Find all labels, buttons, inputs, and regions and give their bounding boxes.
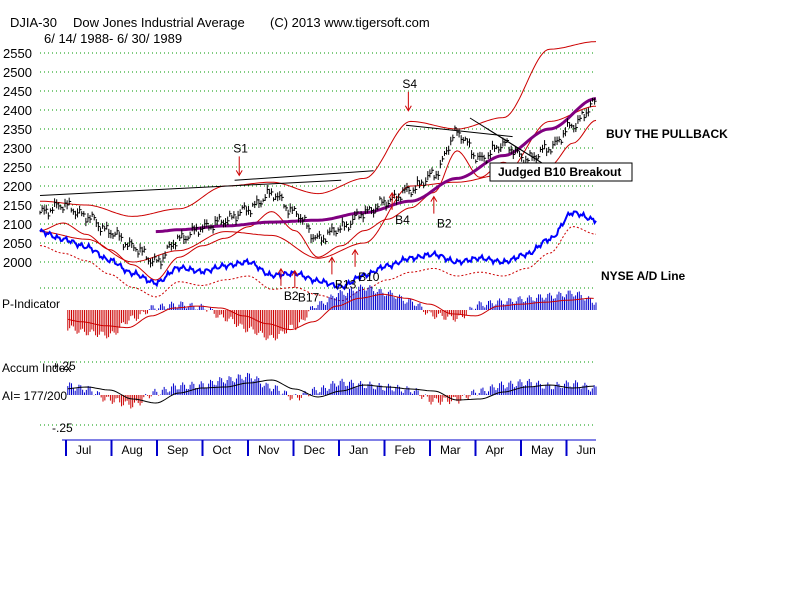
signal-s1: S1 — [233, 141, 248, 177]
price-gridlines — [40, 52, 596, 426]
chart-date-range: 6/ 14/ 1988- 6/ 30/ 1989 — [44, 31, 182, 46]
month-label: Aug — [122, 443, 143, 457]
price-y-tick: 2400 — [3, 103, 32, 118]
month-label: Dec — [304, 443, 325, 457]
price-y-tick: 2100 — [3, 217, 32, 232]
ad-line-moving-average — [39, 226, 597, 302]
accum-top-tick: +.25 — [52, 359, 76, 373]
resistance-trendline — [39, 179, 342, 196]
month-label: May — [531, 443, 554, 457]
signal-s4: S4 — [402, 77, 417, 112]
neckline-trendline — [234, 170, 374, 181]
lower-band — [39, 105, 597, 263]
price-y-tick: 2500 — [3, 65, 32, 80]
chart-symbol: DJIA-30 — [10, 15, 57, 30]
price-y-ticks: 2550 2500 2450 2400 2350 2300 2250 2200 2150 2100… — [3, 46, 32, 270]
price-y-tick: 2250 — [3, 160, 32, 175]
signal-label: B2 — [284, 289, 299, 303]
signal-arrowhead — [351, 248, 359, 256]
price-y-tick: 2000 — [3, 255, 32, 270]
signal-b13: B13 — [328, 256, 357, 291]
signal-label: B4 — [395, 213, 410, 227]
month-label: Jul — [76, 443, 91, 457]
chart-name: Dow Jones Industrial Average — [73, 15, 245, 30]
month-label: Apr — [486, 443, 505, 457]
price-y-tick: 2450 — [3, 84, 32, 99]
ad-line-path — [39, 210, 597, 291]
month-axis: Jul Aug Sep Oct Nov Dec Jan Feb Mar Apr May Jun — [62, 439, 596, 457]
signal-label: S4 — [402, 77, 417, 91]
trendlines — [39, 124, 513, 196]
signal-b10: B10 — [351, 248, 380, 284]
price-bars — [39, 97, 597, 270]
price-y-tick: 2200 — [3, 179, 32, 194]
signal-arrowhead — [430, 195, 438, 202]
price-y-tick: 2350 — [3, 122, 32, 137]
upper-band — [40, 41, 597, 217]
month-label: Jan — [349, 443, 368, 457]
month-label: Oct — [213, 443, 232, 457]
signal-label: B10 — [358, 270, 380, 284]
signal-b2: B2 — [277, 267, 299, 303]
signal-arrowhead — [328, 256, 336, 263]
p-indicator-moving-average — [67, 293, 594, 331]
short-moving-average — [39, 119, 597, 281]
signal-label: B17 — [298, 291, 320, 305]
judged-breakout-label: Judged B10 Breakout — [498, 165, 621, 179]
p-indicator-label: P-Indicator — [2, 297, 60, 311]
accum-label: Accum Index — [2, 361, 71, 375]
signal-arrowhead — [404, 105, 412, 112]
signal-label: B2 — [437, 217, 452, 231]
accum-bars — [67, 372, 597, 409]
month-label: Feb — [395, 443, 416, 457]
price-y-tick: 2050 — [3, 236, 32, 251]
signal-b4: B4 — [388, 191, 410, 227]
price-y-tick: 2150 — [3, 198, 32, 213]
ad-line — [39, 210, 597, 302]
top-trendline — [405, 124, 513, 138]
chart-copyright: (C) 2013 www.tigersoft.com — [270, 15, 430, 30]
ad-line-label: NYSE A/D Line — [601, 269, 686, 283]
signal-arrowhead — [388, 191, 396, 199]
signal-label: B13 — [335, 277, 357, 291]
buy-pullback-label: BUY THE PULLBACK — [606, 127, 728, 141]
signal-arrowhead — [291, 269, 299, 276]
signal-b2: B2 — [430, 195, 452, 231]
month-label: Nov — [258, 443, 279, 457]
signal-b17: B17 — [291, 269, 320, 305]
signal-arrowhead — [277, 267, 285, 275]
accum-summary: AI= 177/200 — [2, 389, 67, 403]
month-label: Sep — [167, 443, 189, 457]
signal-label: S1 — [233, 141, 248, 155]
price-y-tick: 2550 — [3, 46, 32, 61]
accum-moving-average — [67, 379, 594, 404]
judged-breakout-note: Judged B10 Breakout — [469, 117, 633, 182]
price-y-tick: 2300 — [3, 141, 32, 156]
signal-arrowhead — [235, 170, 243, 177]
p-indicator-bars — [67, 284, 597, 341]
accum-bottom-tick: -.25 — [52, 421, 73, 435]
month-label: Mar — [440, 443, 461, 457]
month-label: Jun — [577, 443, 596, 457]
